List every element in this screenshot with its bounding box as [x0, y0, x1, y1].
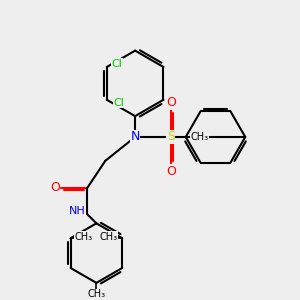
Text: N: N — [130, 130, 140, 143]
Text: Cl: Cl — [114, 98, 125, 108]
Text: O: O — [50, 181, 60, 194]
Text: NH: NH — [69, 206, 86, 216]
Text: CH₃: CH₃ — [75, 232, 93, 242]
Text: Cl: Cl — [112, 59, 123, 69]
Text: O: O — [166, 96, 176, 109]
Text: O: O — [166, 165, 176, 178]
Text: CH₃: CH₃ — [190, 132, 208, 142]
Text: CH₃: CH₃ — [87, 289, 106, 299]
Text: CH₃: CH₃ — [100, 232, 118, 242]
Text: S: S — [167, 130, 175, 143]
